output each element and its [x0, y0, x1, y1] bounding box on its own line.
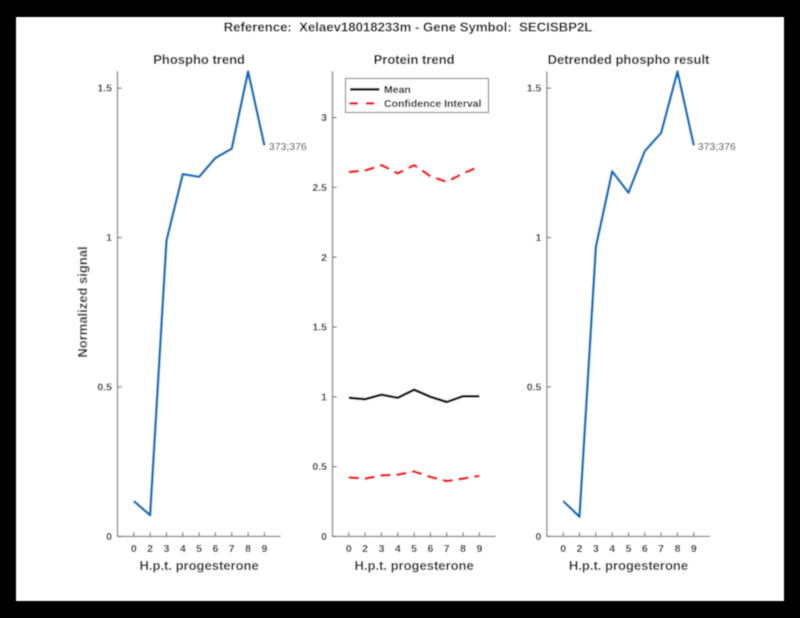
svg-text:4: 4 — [609, 543, 615, 555]
svg-text:3: 3 — [593, 543, 599, 555]
svg-text:0.5: 0.5 — [312, 461, 327, 473]
svg-text:2.5: 2.5 — [312, 182, 327, 194]
svg-text:3: 3 — [164, 543, 170, 555]
svg-text:0.5: 0.5 — [527, 382, 542, 394]
svg-text:0: 0 — [346, 543, 352, 555]
svg-text:2: 2 — [321, 252, 327, 264]
svg-text:0: 0 — [536, 531, 542, 543]
svg-text:4: 4 — [180, 543, 186, 555]
svg-text:1: 1 — [536, 232, 542, 244]
svg-text:H.p.t. progesterone: H.p.t. progesterone — [355, 558, 474, 573]
svg-text:7: 7 — [229, 543, 235, 555]
svg-text:373;376: 373;376 — [698, 141, 736, 153]
svg-text:8: 8 — [460, 543, 466, 555]
svg-text:1: 1 — [321, 391, 327, 403]
svg-text:0: 0 — [321, 531, 327, 543]
svg-text:Confidence Interval: Confidence Interval — [384, 98, 482, 110]
svg-text:Phospho trend: Phospho trend — [153, 52, 245, 67]
svg-text:2: 2 — [147, 543, 153, 555]
svg-text:Detrended phospho result: Detrended phospho result — [548, 52, 710, 67]
svg-text:2: 2 — [362, 543, 368, 555]
svg-text:0.5: 0.5 — [97, 382, 112, 394]
svg-text:1.5: 1.5 — [527, 83, 542, 95]
svg-text:H.p.t. progesterone: H.p.t. progesterone — [569, 558, 688, 573]
svg-text:Protein trend: Protein trend — [374, 52, 455, 67]
svg-text:Mean: Mean — [384, 84, 411, 96]
svg-text:1.5: 1.5 — [97, 83, 112, 95]
svg-text:Reference: Xelaev18018233m -: Reference: Xelaev18018233m - Gene Symbol… — [224, 20, 593, 35]
svg-text:H.p.t. progesterone: H.p.t. progesterone — [140, 558, 259, 573]
svg-text:8: 8 — [245, 543, 251, 555]
svg-text:0: 0 — [560, 543, 566, 555]
svg-text:1.5: 1.5 — [312, 322, 327, 334]
svg-text:4: 4 — [395, 543, 401, 555]
svg-text:9: 9 — [261, 543, 267, 555]
svg-text:3: 3 — [379, 543, 385, 555]
svg-text:Normalized signal: Normalized signal — [75, 246, 90, 357]
svg-text:6: 6 — [212, 543, 218, 555]
svg-text:9: 9 — [691, 543, 697, 555]
svg-text:5: 5 — [626, 543, 632, 555]
svg-text:9: 9 — [476, 543, 482, 555]
svg-text:1: 1 — [106, 232, 112, 244]
svg-text:0: 0 — [131, 543, 137, 555]
svg-text:0: 0 — [106, 531, 112, 543]
svg-text:5: 5 — [411, 543, 417, 555]
svg-text:2: 2 — [577, 543, 583, 555]
svg-text:5: 5 — [196, 543, 202, 555]
svg-text:8: 8 — [675, 543, 681, 555]
svg-text:6: 6 — [427, 543, 433, 555]
svg-text:7: 7 — [658, 543, 664, 555]
svg-text:6: 6 — [642, 543, 648, 555]
svg-text:373;376: 373;376 — [269, 141, 307, 153]
svg-text:3: 3 — [321, 112, 327, 124]
svg-text:7: 7 — [444, 543, 450, 555]
